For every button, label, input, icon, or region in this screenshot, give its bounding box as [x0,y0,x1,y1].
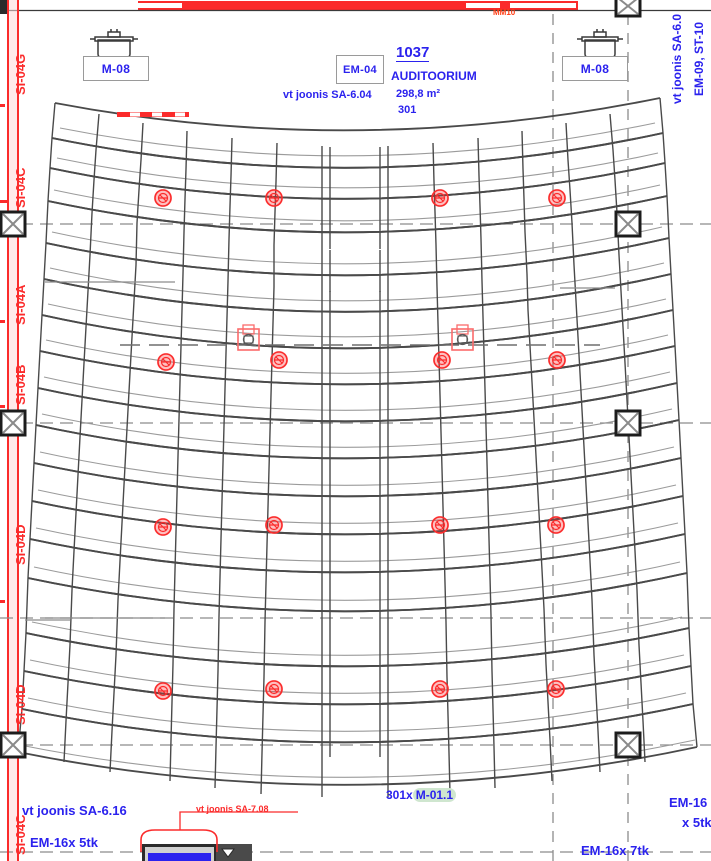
grid-label-right-1[interactable]: EM-09, ST-10 [692,21,706,96]
equipment-box-em-04[interactable]: EM-04 [336,55,384,84]
floor-outlet-icon [265,680,283,698]
annotation-em16-5tk-left: EM-16x 5tk [30,835,98,850]
annotation-ref-sa-604[interactable]: vt joonis SA-6.04 [283,89,372,101]
grid-label-left-5: SI-04D [13,684,28,725]
floor-outlet-icon [547,680,565,698]
annotation-tag-mm10: MM10 [493,8,516,17]
room-area: 298,8 m² [396,88,441,100]
seat-row [23,627,692,719]
room-name: AUDITOORIUM [391,69,477,83]
appliance-icon-right [577,29,623,58]
grid-label-left-2: SI-04A [13,284,28,325]
annotation-em16-right: EM-16 [669,795,708,810]
floor-outlet-icon [154,189,172,207]
grid-label-left-6: SI-04C [13,814,28,855]
floor-outlet-icon [154,518,172,536]
floor-outlet-icon [157,353,175,371]
annotation-em16-7tk: EM-16x 7tk [581,843,649,858]
seat-row [39,309,676,399]
grid-label-left-4: SI-04D [13,524,28,565]
appliance-icon-left [90,29,138,58]
grid-tick-marks [25,281,615,621]
floor-outlet-icon [265,189,283,207]
annotation-em16-right-qty: x 5tk [682,815,711,830]
seat-row [27,533,688,626]
seat-row [17,703,698,797]
room-secondary-number: 301 [398,104,417,116]
floor-outlet-icon [265,516,283,534]
annotation-ref-sa-616[interactable]: vt joonis SA-6.16 [22,803,127,818]
annotation-ref-sa-708[interactable]: vt joonis SA-7.08 [196,804,269,814]
door-tag-prefix: 301x [386,788,413,802]
seat-row [45,195,670,292]
floor-outlet-icon [433,351,451,369]
door-tag[interactable]: 301x M-01.1 [386,788,457,802]
floor-outlet-icon [154,682,172,700]
boxed-floor-outlets [237,324,474,351]
grid-lines-vertical [552,14,629,861]
floor-outlet-icon [547,516,565,534]
grid-label-right-0[interactable]: vt joonis SA-6.0 [670,13,684,104]
seat-row [35,382,680,473]
equipment-box-m-08-right[interactable]: M-08 [562,56,628,81]
floor-outlet-symbols [154,189,566,700]
grid-label-left-1: SI-04C [13,167,28,208]
seat-row [47,162,668,249]
floor-outlet-icon [431,189,449,207]
equipment-box-m-08-left[interactable]: M-08 [83,56,149,81]
grid-label-left-3: SI-04B [13,364,28,405]
floor-outlet-icon [548,189,566,207]
seat-row [21,665,694,757]
floor-outlet-icon [431,680,449,698]
top-wall-band [0,1,711,12]
door-tag-code: M-01.1 [412,788,457,802]
floor-outlet-icon [270,351,288,369]
bottom-fixture [140,811,298,861]
red-marker-strip [117,112,189,117]
floor-outlet-icon [548,351,566,369]
seat-row [25,572,690,681]
bottom-left-red-run [7,770,19,861]
grid-label-left-0: SI-04G [13,53,28,95]
seating-rows [17,97,698,797]
column-markers [0,0,642,759]
floor-outlet-icon [431,516,449,534]
room-number: 1037 [396,44,430,62]
